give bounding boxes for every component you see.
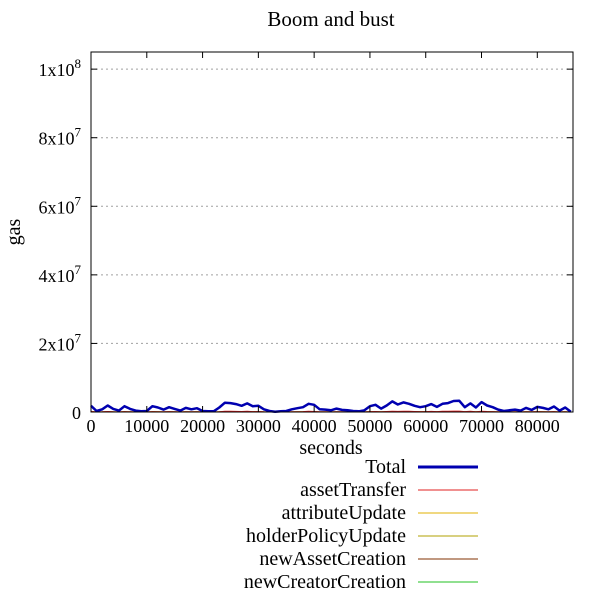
y-tick-label: 8x107 (39, 125, 82, 149)
y-tick-label: 4x107 (39, 262, 82, 286)
grid-lines (91, 68, 573, 344)
y-tick-label: 0 (72, 403, 81, 423)
x-tick-label: 50000 (347, 416, 392, 436)
y-tick-label: 6x107 (39, 193, 82, 217)
y-axis-ticks: 0 2x107 4x107 6x107 8x107 1x108 (39, 56, 573, 423)
chart-title: Boom and bust (267, 7, 394, 31)
x-tick-label: 70000 (459, 416, 504, 436)
legend-label-assettransfer: assetTransfer (300, 479, 406, 501)
x-tick-label: 40000 (292, 416, 337, 436)
x-axis-ticks: 0 10000 20000 30000 40000 50000 60000 70000 8000… (87, 52, 560, 436)
x-tick-label: 30000 (236, 416, 281, 436)
y-axis-label: gas (3, 218, 25, 245)
legend-label-attributeupdate: attributeUpdate (282, 502, 407, 524)
x-tick-label: 80000 (515, 416, 560, 436)
x-tick-label: 0 (87, 416, 96, 436)
y-tick-label: 1x108 (39, 56, 82, 80)
x-tick-label: 60000 (403, 416, 448, 436)
series-line-total (90, 399, 572, 413)
x-axis-label: seconds (299, 437, 363, 459)
y-tick-label: 2x107 (39, 330, 82, 354)
x-tick-label: 10000 (124, 416, 169, 436)
series-layer (90, 399, 572, 413)
legend: TotalassetTransferattributeUpdateholderP… (244, 456, 478, 593)
legend-label-newassetcreation: newAssetCreation (259, 548, 406, 570)
legend-label-holderpolicyupdate: holderPolicyUpdate (246, 525, 406, 547)
plot-frame (90, 51, 574, 413)
x-tick-label: 20000 (180, 416, 225, 436)
legend-label-total: Total (365, 456, 406, 478)
legend-label-newcreatorcreation: newCreatorCreation (244, 571, 406, 593)
